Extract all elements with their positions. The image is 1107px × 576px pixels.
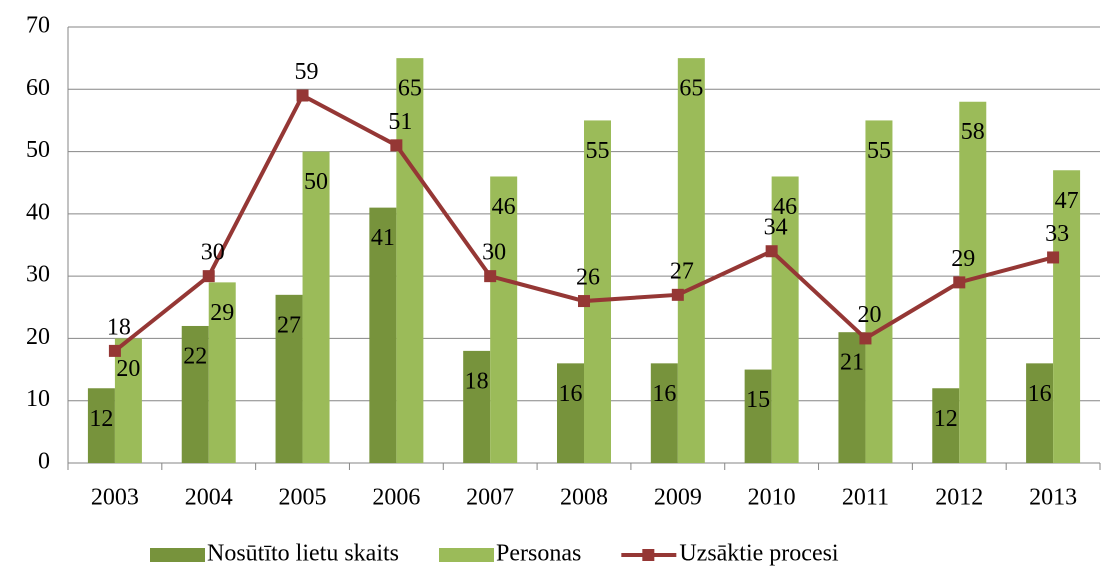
bar bbox=[302, 151, 330, 464]
bar-value-label: 50 bbox=[304, 169, 328, 195]
bar bbox=[865, 120, 893, 463]
line-value-label: 30 bbox=[201, 240, 225, 266]
line-value-label: 26 bbox=[576, 265, 600, 291]
y-tick-label: 0 bbox=[38, 449, 50, 475]
bar-value-label: 47 bbox=[1055, 188, 1079, 214]
x-tick-label: 2011 bbox=[842, 485, 889, 511]
line-marker bbox=[108, 344, 121, 357]
bar bbox=[838, 332, 866, 463]
x-tick-label: 2006 bbox=[372, 485, 420, 511]
line-value-label: 34 bbox=[764, 215, 788, 241]
line-value-label: 29 bbox=[951, 246, 975, 272]
legend-swatch bbox=[150, 548, 205, 562]
bar-value-label: 12 bbox=[89, 406, 113, 432]
bar bbox=[584, 120, 611, 463]
line-marker bbox=[390, 139, 403, 152]
x-tick-label: 2008 bbox=[560, 485, 608, 511]
bar bbox=[275, 294, 303, 463]
line-marker bbox=[296, 89, 309, 102]
bar-value-label: 65 bbox=[398, 76, 422, 102]
bar-value-label: 41 bbox=[371, 225, 395, 251]
bar-value-label: 29 bbox=[210, 300, 234, 326]
bar-value-label: 27 bbox=[277, 312, 301, 338]
legend-label: Nosūtīto lietu skaits bbox=[207, 541, 399, 567]
line-marker bbox=[1047, 251, 1060, 264]
line-marker bbox=[953, 276, 966, 289]
line-value-label: 33 bbox=[1045, 221, 1069, 247]
bar-value-label: 46 bbox=[492, 194, 516, 220]
line-value-label: 27 bbox=[670, 258, 694, 284]
legend-swatch bbox=[439, 548, 494, 562]
bar-value-label: 21 bbox=[840, 350, 864, 376]
bar-value-label: 12 bbox=[934, 406, 958, 432]
bar-value-label: 55 bbox=[586, 138, 610, 164]
line-marker bbox=[202, 270, 215, 283]
y-tick-label: 40 bbox=[26, 199, 50, 225]
line-value-label: 20 bbox=[857, 302, 881, 328]
bar-value-label: 65 bbox=[679, 76, 703, 102]
line-marker bbox=[765, 245, 778, 258]
y-tick-label: 70 bbox=[26, 13, 50, 39]
bar bbox=[114, 338, 142, 463]
bar bbox=[744, 369, 772, 463]
bar bbox=[650, 363, 678, 463]
bar bbox=[369, 207, 397, 463]
bar bbox=[490, 176, 518, 463]
legend-marker bbox=[642, 549, 655, 561]
bar bbox=[1026, 363, 1054, 463]
bar bbox=[87, 388, 115, 463]
bar-value-label: 46 bbox=[773, 194, 797, 220]
bar bbox=[557, 363, 584, 463]
bar-value-label: 16 bbox=[559, 381, 583, 407]
y-tick-label: 50 bbox=[26, 137, 50, 163]
bar-value-label: 22 bbox=[183, 343, 207, 369]
x-tick-label: 2012 bbox=[935, 485, 983, 511]
line-value-label: 59 bbox=[295, 59, 319, 85]
line-value-label: 51 bbox=[388, 109, 412, 135]
bar bbox=[932, 388, 960, 463]
line-value-label: 30 bbox=[482, 240, 506, 266]
bar bbox=[1053, 170, 1081, 463]
bar bbox=[181, 325, 209, 463]
x-tick-label: 2010 bbox=[748, 485, 796, 511]
line-marker bbox=[484, 270, 497, 283]
bar bbox=[208, 282, 236, 463]
bar-value-label: 18 bbox=[465, 368, 489, 394]
y-tick-label: 30 bbox=[26, 262, 50, 288]
bar-value-label: 55 bbox=[867, 138, 891, 164]
line-marker bbox=[859, 332, 872, 345]
x-tick-label: 2013 bbox=[1029, 485, 1077, 511]
y-tick-label: 20 bbox=[26, 324, 50, 350]
bar-value-label: 15 bbox=[746, 387, 770, 413]
line-marker bbox=[578, 295, 590, 308]
x-tick-label: 2005 bbox=[279, 485, 327, 511]
bar-value-label: 58 bbox=[961, 119, 985, 145]
bar-value-label: 16 bbox=[1028, 381, 1052, 407]
legend-label: Uzsāktie procesi bbox=[679, 541, 839, 567]
legend-label: Personas bbox=[496, 541, 581, 567]
x-tick-label: 2009 bbox=[654, 485, 702, 511]
y-tick-label: 60 bbox=[26, 75, 50, 101]
bar-value-label: 16 bbox=[652, 381, 676, 407]
bar bbox=[463, 350, 491, 463]
bar-value-label: 20 bbox=[116, 356, 140, 382]
bar bbox=[677, 58, 705, 464]
line-marker bbox=[671, 288, 684, 301]
x-tick-label: 2003 bbox=[91, 485, 139, 511]
bar bbox=[771, 176, 799, 463]
bar bbox=[396, 58, 424, 464]
x-tick-label: 2007 bbox=[466, 485, 514, 511]
x-tick-label: 2004 bbox=[185, 485, 233, 511]
y-tick-label: 10 bbox=[26, 386, 50, 412]
line-value-label: 18 bbox=[107, 314, 131, 340]
